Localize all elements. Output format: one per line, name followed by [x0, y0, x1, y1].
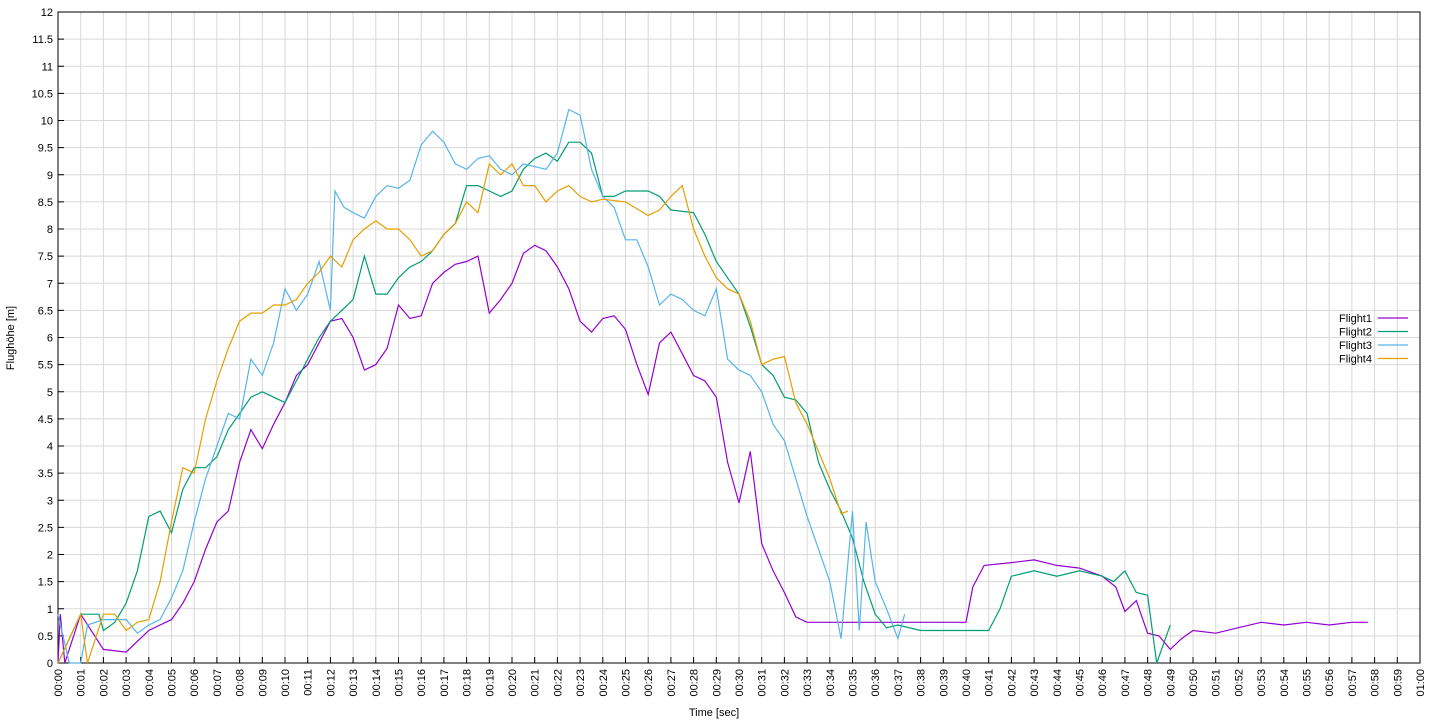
legend-label: Flight4 — [1339, 354, 1372, 366]
x-tick-label: 00:58 — [1370, 669, 1382, 697]
x-tick-label: 00:06 — [189, 669, 201, 697]
legend-label: Flight2 — [1339, 327, 1372, 339]
x-tick-label: 00:34 — [825, 669, 837, 697]
x-tick-label: 00:05 — [167, 669, 179, 697]
x-tick-label: 00:40 — [961, 669, 973, 697]
y-tick-label: 1.5 — [38, 577, 53, 589]
x-tick-label: 00:41 — [984, 669, 996, 697]
x-tick-label: 01:00 — [1415, 669, 1427, 697]
x-tick-label: 00:22 — [552, 669, 564, 697]
x-tick-label: 00:29 — [711, 669, 723, 697]
x-tick-label: 00:47 — [1120, 669, 1132, 697]
plot-frame — [57, 11, 1421, 664]
y-tick-label: 5.5 — [38, 360, 53, 372]
x-tick-label: 00:44 — [1052, 669, 1064, 697]
x-tick-label: 00:23 — [575, 669, 587, 697]
x-tick-label: 00:09 — [257, 669, 269, 697]
x-tick-label: 00:11 — [303, 669, 315, 696]
x-tick-label: 00:01 — [76, 669, 88, 697]
x-tick-label: 00:53 — [1256, 669, 1268, 697]
x-tick-label: 00:57 — [1347, 669, 1359, 697]
x-tick-label: 00:19 — [484, 669, 496, 697]
x-tick-label: 00:03 — [121, 669, 133, 697]
x-tick-label: 00:25 — [621, 669, 633, 697]
x-tick-label: 00:17 — [439, 669, 451, 697]
x-tick-label: 00:52 — [1233, 669, 1245, 697]
y-tick-label: 2 — [47, 550, 53, 562]
y-tick-label: 6 — [47, 333, 53, 345]
x-tick-label: 00:24 — [598, 669, 610, 697]
y-tick-label: 0.5 — [38, 631, 53, 643]
x-axis-label: Time [sec] — [689, 707, 739, 719]
x-tick-label: 00:10 — [280, 669, 292, 697]
series-line — [57, 141, 1171, 664]
y-tick-label: 9.5 — [38, 143, 53, 155]
x-tick-label: 00:59 — [1392, 669, 1404, 697]
y-tick-label: 12 — [41, 7, 53, 19]
x-tick-label: 00:15 — [394, 669, 406, 697]
series-line — [57, 162, 849, 664]
x-tick-label: 00:08 — [235, 669, 247, 697]
x-tick-label: 00:30 — [734, 669, 746, 697]
x-tick-label: 00:16 — [416, 669, 428, 697]
y-tick-label: 10.5 — [32, 88, 53, 100]
x-tick-label: 00:54 — [1279, 669, 1291, 697]
x-tick-label: 00:48 — [1143, 669, 1155, 697]
y-tick-label: 2.5 — [38, 522, 53, 534]
y-tick-label: 11 — [42, 61, 53, 73]
x-tick-label: 00:37 — [893, 669, 905, 697]
y-tick-label: 8 — [47, 224, 53, 236]
series-line — [57, 244, 1368, 664]
x-tick-label: 00:46 — [1097, 669, 1109, 697]
x-tick-label: 00:49 — [1165, 669, 1177, 697]
x-tick-label: 00:00 — [53, 669, 65, 697]
x-tick-label: 00:42 — [1006, 669, 1018, 697]
x-tick-label: 00:56 — [1324, 669, 1336, 697]
y-tick-label: 3 — [47, 495, 53, 507]
y-tick-label: 9 — [47, 170, 53, 182]
x-tick-label: 00:45 — [1075, 669, 1087, 697]
y-axis-label: Flughöhe [m] — [5, 306, 17, 370]
x-tick-label: 00:33 — [802, 669, 814, 697]
y-tick-label: 1 — [47, 604, 53, 616]
y-tick-label: 7.5 — [38, 251, 53, 263]
x-tick-label: 00:14 — [371, 669, 383, 697]
y-tick-label: 11.5 — [32, 34, 53, 46]
x-tick-label: 00:32 — [779, 669, 791, 697]
x-tick-label: 00:36 — [870, 669, 882, 697]
y-tick-label: 0 — [47, 658, 53, 670]
x-tick-label: 00:02 — [98, 669, 110, 697]
x-tick-label: 00:55 — [1302, 669, 1314, 697]
x-tick-label: 00:27 — [666, 669, 678, 697]
x-tick-label: 00:51 — [1211, 669, 1223, 697]
x-tick-label: 00:20 — [507, 669, 519, 697]
y-tick-label: 10 — [41, 116, 53, 128]
x-tick-label: 00:50 — [1188, 669, 1200, 697]
x-tick-label: 00:12 — [325, 669, 337, 697]
x-tick-label: 00:18 — [462, 669, 474, 697]
x-tick-label: 00:31 — [757, 669, 769, 697]
x-tick-label: 00:35 — [848, 669, 860, 697]
y-tick-label: 6.5 — [38, 305, 53, 317]
y-tick-label: 7 — [47, 278, 53, 290]
x-tick-label: 00:43 — [1029, 669, 1041, 697]
x-tick-label: 00:26 — [643, 669, 655, 697]
legend-label: Flight3 — [1339, 340, 1372, 352]
x-tick-label: 00:21 — [530, 669, 542, 697]
y-tick-label: 8.5 — [38, 197, 53, 209]
x-tick-label: 00:04 — [144, 669, 156, 697]
x-tick-label: 00:07 — [212, 669, 224, 697]
y-tick-label: 5 — [47, 387, 53, 399]
y-tick-label: 4.5 — [38, 414, 53, 426]
series-line — [57, 108, 906, 664]
legend-label: Flight1 — [1339, 313, 1372, 325]
y-tick-label: 3.5 — [38, 468, 53, 480]
x-tick-label: 00:13 — [348, 669, 360, 697]
y-tick-label: 4 — [47, 441, 53, 453]
x-tick-label: 00:38 — [916, 669, 928, 697]
x-tick-label: 00:28 — [689, 669, 701, 697]
x-tick-label: 00:39 — [938, 669, 950, 697]
